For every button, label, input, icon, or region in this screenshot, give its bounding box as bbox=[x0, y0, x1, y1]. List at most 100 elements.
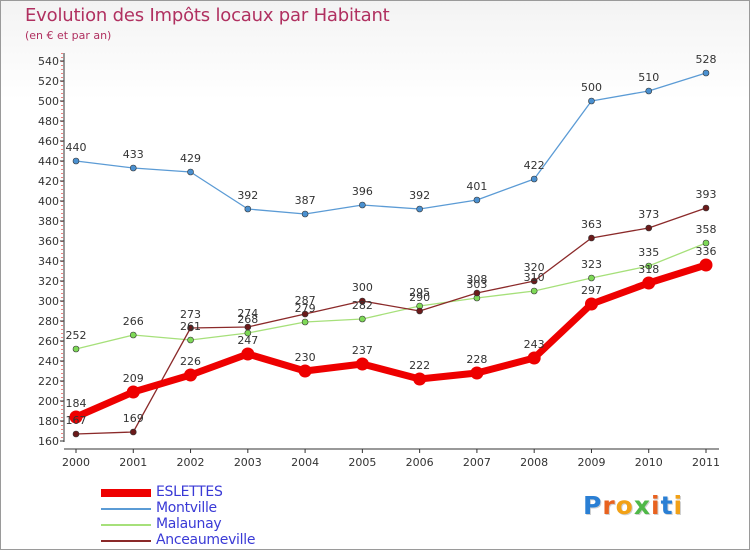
y-tick-label: 440 bbox=[38, 155, 59, 168]
legend-item: Montville bbox=[101, 500, 321, 517]
y-tick-label: 180 bbox=[38, 415, 59, 428]
data-point bbox=[244, 323, 252, 331]
series-montville bbox=[72, 69, 710, 218]
data-point bbox=[359, 297, 366, 305]
data-point bbox=[645, 87, 653, 95]
data-label: 433 bbox=[123, 148, 144, 161]
data-point bbox=[470, 366, 484, 380]
data-label: 247 bbox=[237, 334, 258, 347]
data-label: 440 bbox=[66, 141, 87, 154]
x-tick-label: 2008 bbox=[520, 456, 548, 469]
x-tick-label: 2010 bbox=[635, 456, 663, 469]
series-line bbox=[75, 207, 707, 435]
data-label: 209 bbox=[123, 372, 144, 385]
data-point bbox=[702, 239, 710, 247]
data-point bbox=[187, 324, 194, 332]
chart-title: Evolution des Impôts locaux par Habitant bbox=[25, 5, 390, 26]
y-tick-label: 460 bbox=[38, 135, 59, 148]
data-label: 335 bbox=[638, 246, 659, 259]
data-point bbox=[645, 262, 653, 270]
legend-item: Malaunay bbox=[101, 516, 321, 533]
x-tick-label: 2009 bbox=[577, 456, 605, 469]
logo-letter: i bbox=[651, 491, 661, 520]
data-point bbox=[301, 318, 309, 326]
legend: ESLETTES Montville Malaunay Anceaumeville bbox=[101, 484, 321, 549]
legend-item: Anceaumeville bbox=[101, 532, 321, 549]
legend-item: ESLETTES bbox=[101, 484, 321, 501]
data-label: 169 bbox=[123, 412, 144, 425]
data-point bbox=[301, 210, 309, 218]
logo-letter: r bbox=[602, 491, 616, 520]
data-point bbox=[642, 276, 656, 290]
data-label: 510 bbox=[638, 71, 659, 84]
data-label: 167 bbox=[66, 414, 87, 427]
data-label: 261 bbox=[180, 320, 201, 333]
series-line bbox=[75, 242, 707, 350]
data-label: 528 bbox=[696, 53, 717, 66]
data-point bbox=[187, 336, 194, 344]
y-tick-label: 380 bbox=[38, 215, 59, 228]
data-point bbox=[588, 234, 595, 242]
data-label: 290 bbox=[409, 291, 430, 304]
data-point bbox=[69, 410, 83, 424]
data-point bbox=[298, 364, 312, 378]
data-label: 401 bbox=[466, 180, 487, 193]
data-label: 295 bbox=[409, 286, 430, 299]
data-point bbox=[129, 164, 137, 172]
data-label: 252 bbox=[66, 329, 87, 342]
data-label: 320 bbox=[524, 261, 545, 274]
data-point bbox=[72, 157, 80, 165]
data-point bbox=[416, 205, 423, 213]
legend-swatch bbox=[101, 508, 151, 510]
data-label: 268 bbox=[237, 313, 258, 326]
y-tick-label: 160 bbox=[38, 435, 59, 448]
y-tick-label: 280 bbox=[38, 315, 59, 328]
x-tick-label: 2011 bbox=[692, 456, 720, 469]
logo-letter: P bbox=[583, 491, 603, 520]
data-point bbox=[530, 287, 538, 295]
legend-swatch bbox=[101, 489, 151, 497]
data-label: 266 bbox=[123, 315, 144, 328]
x-tick-label: 2004 bbox=[291, 456, 319, 469]
data-point bbox=[702, 69, 710, 77]
data-label: 300 bbox=[352, 281, 373, 294]
data-point bbox=[702, 204, 710, 212]
data-label: 282 bbox=[352, 299, 373, 312]
legend-label: Anceaumeville bbox=[156, 532, 256, 548]
data-point bbox=[588, 274, 595, 282]
data-labels: 440 433 429 392 387 396 392 401 422 500 510 528 252 2… bbox=[66, 53, 717, 427]
data-label: 422 bbox=[524, 159, 545, 172]
x-tick-label: 2001 bbox=[119, 456, 147, 469]
data-label: 363 bbox=[581, 218, 602, 231]
data-label: 429 bbox=[180, 152, 201, 165]
data-point bbox=[416, 307, 423, 315]
data-label: 222 bbox=[409, 359, 430, 372]
y-tick-label: 480 bbox=[38, 115, 59, 128]
data-label: 279 bbox=[295, 302, 316, 315]
data-point bbox=[359, 315, 366, 323]
y-tick-label: 360 bbox=[38, 235, 59, 248]
data-point bbox=[244, 205, 252, 213]
x-tick-label: 2003 bbox=[234, 456, 262, 469]
data-point bbox=[413, 372, 427, 386]
legend-swatch bbox=[101, 540, 151, 542]
y-tick-label: 320 bbox=[38, 275, 59, 288]
y-tick-label: 520 bbox=[38, 75, 59, 88]
data-point bbox=[473, 196, 481, 204]
data-label: 226 bbox=[180, 355, 201, 368]
legend-label: Malaunay bbox=[156, 516, 222, 532]
data-label: 323 bbox=[581, 258, 602, 271]
data-point bbox=[584, 297, 598, 311]
data-point bbox=[473, 289, 481, 297]
data-point bbox=[355, 357, 369, 371]
logo-letter: i bbox=[673, 491, 684, 520]
x-tick-label: 2007 bbox=[463, 456, 491, 469]
legend-label: Montville bbox=[156, 500, 217, 516]
y-tick-label: 340 bbox=[38, 255, 59, 268]
data-point bbox=[527, 351, 541, 365]
data-label: 230 bbox=[295, 351, 316, 364]
data-point bbox=[530, 277, 538, 285]
series-lines bbox=[69, 69, 713, 438]
y-tick-label: 220 bbox=[38, 375, 59, 388]
